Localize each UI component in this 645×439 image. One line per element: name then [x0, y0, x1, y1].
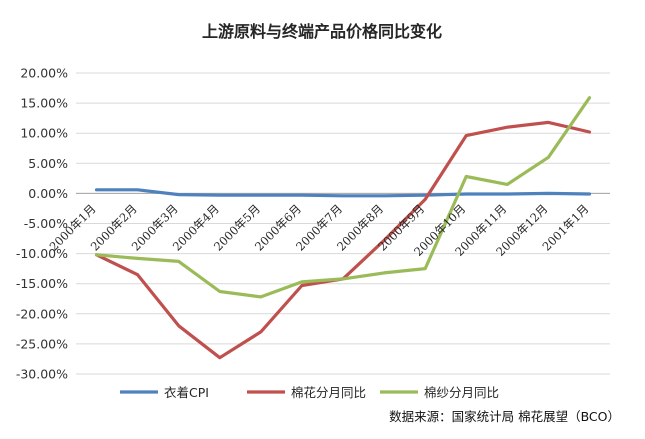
series-line-3 [94, 96, 592, 299]
series-line-1 [94, 188, 592, 198]
gridlines [76, 72, 610, 375]
y-tick-label: 10.00% [20, 126, 68, 141]
y-tick-label: 20.00% [20, 66, 68, 81]
y-tick-label: -15.00% [16, 276, 68, 291]
source-note: 数据来源：国家统计局 棉花展望（BCO） [389, 409, 620, 424]
legend: 衣着CPI 棉花分月同比 棉纱分月同比 [120, 385, 499, 400]
series-lines [94, 96, 592, 360]
legend-label: 棉纱分月同比 [424, 385, 499, 400]
y-tick-label: -20.00% [16, 306, 68, 321]
y-tick-label: -25.00% [16, 336, 68, 351]
y-tick-label: 0.00% [28, 186, 68, 201]
y-tick-label: -5.00% [24, 216, 68, 231]
y-tick-label: 15.00% [20, 96, 68, 111]
chart-title: 上游原料与终端产品价格同比变化 [202, 22, 442, 41]
y-tick-label: 5.00% [28, 156, 68, 171]
y-axis: 20.00% 15.00% 10.00% 5.00% 0.00% -5.00% -10.00… [16, 66, 68, 382]
legend-label: 衣着CPI [164, 385, 209, 400]
y-tick-label: -30.00% [16, 367, 68, 382]
y-tick-label: -10.00% [16, 246, 68, 261]
legend-label: 棉花分月同比 [291, 385, 366, 400]
